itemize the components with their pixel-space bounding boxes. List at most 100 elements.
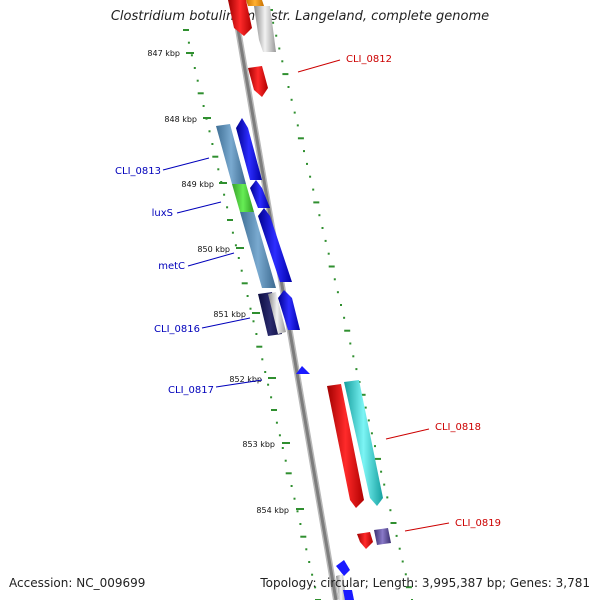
tick-label: 849 kbp	[181, 180, 214, 189]
tick-dot	[234, 244, 237, 247]
tick-dot	[275, 421, 278, 424]
tick-dot	[281, 60, 284, 63]
tick-dot	[278, 434, 281, 437]
tick-dot	[343, 316, 346, 319]
tick-dot	[398, 547, 401, 550]
tick-849: 849 kbp	[181, 180, 227, 189]
tick-dot	[314, 586, 317, 589]
gene-cli-0819-purple[interactable]	[374, 528, 391, 545]
tick-dot	[287, 86, 290, 88]
tick-dot	[290, 98, 293, 101]
tick-label: 850 kbp	[197, 245, 230, 254]
tick-label: 848 kbp	[164, 115, 197, 124]
tick-dot	[364, 406, 367, 409]
tick-dot	[328, 265, 335, 268]
label-metc[interactable]: metC	[158, 261, 185, 272]
left-tick-track	[183, 29, 321, 600]
label-cli-0816[interactable]: CLI_0816	[154, 324, 200, 335]
tick-dot	[333, 278, 336, 281]
tick-dot	[196, 79, 199, 82]
tick-dot	[389, 509, 392, 512]
gene-top-grey[interactable]	[254, 6, 276, 52]
tick-dot	[321, 227, 324, 229]
gene-cli-0818-red[interactable]	[327, 384, 364, 508]
tick-dot	[270, 396, 273, 399]
tick-dot	[252, 320, 255, 323]
tick-dot	[241, 282, 248, 285]
tick-dot	[285, 472, 292, 475]
tick-dot	[352, 355, 355, 358]
label-cli-0813[interactable]: CLI_0813	[115, 166, 161, 177]
tick-label: 851 kbp	[213, 310, 246, 319]
tick-dot	[284, 459, 287, 462]
tick-dot	[303, 150, 305, 153]
tick-dot	[355, 368, 358, 371]
tick-dot	[370, 432, 373, 435]
tick-dot	[282, 73, 289, 76]
gene-cli-0813-steel[interactable]	[216, 124, 246, 184]
tick-853: 853 kbp	[242, 440, 290, 449]
tick-dot	[374, 445, 376, 448]
tick-dot	[211, 143, 214, 145]
gene-cli-0818-cyan[interactable]	[344, 380, 383, 506]
tick-label: 852 kbp	[229, 375, 262, 384]
tick-dot	[246, 295, 249, 297]
forward-gene-labels: CLI_0812 CLI_0818 CLI_0819	[297, 54, 501, 532]
gene-bottom-blue-2[interactable]	[343, 590, 354, 600]
tick-dot	[190, 54, 193, 57]
tick-dot	[308, 561, 311, 563]
tick-dot	[367, 419, 370, 422]
tick-dot	[313, 201, 320, 204]
gene-luxs-blue[interactable]	[250, 180, 270, 208]
tick-dot	[202, 105, 205, 107]
genome-summary-text: Topology: circular; Length: 3,995,387 bp…	[260, 576, 590, 590]
tick-dot	[226, 206, 229, 209]
gene-cli-0816-blue[interactable]	[278, 290, 300, 330]
tick-dot	[390, 522, 397, 524]
gene-metc-blue[interactable]	[258, 208, 292, 282]
tick-dot	[256, 345, 263, 348]
tick-dot	[383, 483, 386, 486]
tick-dot	[380, 470, 383, 473]
tick-dot	[193, 67, 196, 69]
tick-dot	[395, 534, 398, 537]
tick-dot	[312, 188, 315, 191]
tick-dot	[261, 358, 264, 361]
tick-dot	[187, 41, 190, 44]
gene-cli-0812[interactable]	[248, 66, 268, 97]
tick-dot	[293, 497, 296, 500]
tick-dot	[309, 175, 312, 178]
gene-metc-steel[interactable]	[240, 212, 276, 288]
tick-dot	[183, 29, 189, 31]
tick-dot	[297, 137, 304, 140]
label-cli-0818[interactable]: CLI_0818	[435, 422, 481, 433]
tick-dot	[300, 535, 307, 538]
label-cli-0819[interactable]: CLI_0819	[455, 518, 501, 529]
gene-bottom-grey[interactable]	[336, 574, 346, 600]
forward-strand-genes	[228, 0, 391, 549]
gene-cli-0817[interactable]	[296, 366, 310, 374]
gene-top-red[interactable]	[228, 0, 252, 36]
label-luxs[interactable]: luxS	[152, 208, 173, 219]
tick-dot	[212, 155, 219, 158]
tick-851: 851 kbp	[213, 310, 260, 319]
tick-dot	[255, 333, 258, 335]
gene-cli-0816-grey[interactable]	[268, 292, 286, 334]
gene-cli-0819-red[interactable]	[357, 532, 373, 549]
tick-dot	[231, 231, 234, 234]
tick-dot	[275, 34, 278, 37]
tick-dot	[240, 269, 243, 272]
tick-dot	[327, 252, 330, 255]
gene-luxs-green[interactable]	[232, 184, 254, 212]
gene-cli-0813-blue[interactable]	[236, 118, 262, 180]
label-cli-0817[interactable]: CLI_0817	[168, 385, 214, 396]
genome-title: Clostridium botulinum F str. Langeland, …	[110, 9, 490, 24]
label-cli-0812[interactable]: CLI_0812	[346, 54, 392, 65]
tick-dot	[223, 193, 226, 196]
tick-label: 854 kbp	[256, 506, 289, 515]
tick-dot	[359, 393, 366, 396]
gene-top-orange[interactable]	[246, 0, 264, 6]
gene-bottom-blue[interactable]	[336, 560, 350, 576]
tick-dot	[227, 219, 233, 221]
